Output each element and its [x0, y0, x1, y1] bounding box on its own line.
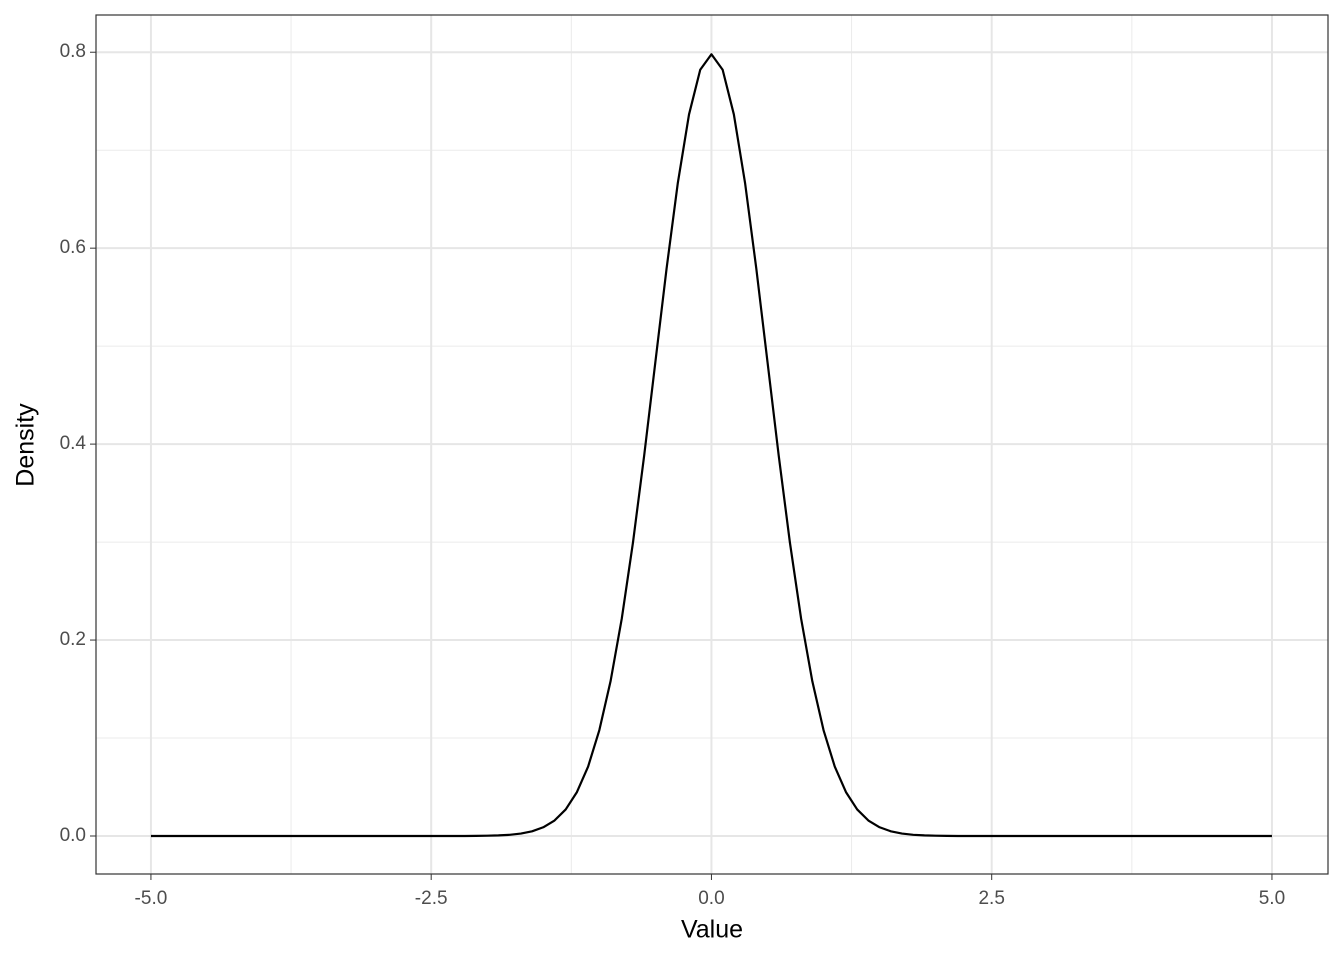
y-axis-title: Density — [12, 403, 40, 487]
y-tick-label: 0.2 — [60, 629, 86, 650]
x-tick-label: -2.5 — [415, 888, 448, 909]
x-tick-label: 5.0 — [1259, 888, 1285, 909]
y-tick-label: 0.4 — [60, 433, 87, 454]
x-tick-label: -5.0 — [135, 888, 168, 909]
density-line — [150, 53, 1272, 838]
y-tick-label: 0.8 — [60, 41, 86, 62]
x-axis-title: Value — [681, 916, 743, 944]
y-tick-label: 0.6 — [60, 237, 86, 258]
panel-border — [95, 14, 1329, 875]
x-tick-label: 0.0 — [698, 888, 724, 909]
x-tick-label: 2.5 — [978, 888, 1004, 909]
y-tick-label: 0.0 — [60, 825, 86, 846]
